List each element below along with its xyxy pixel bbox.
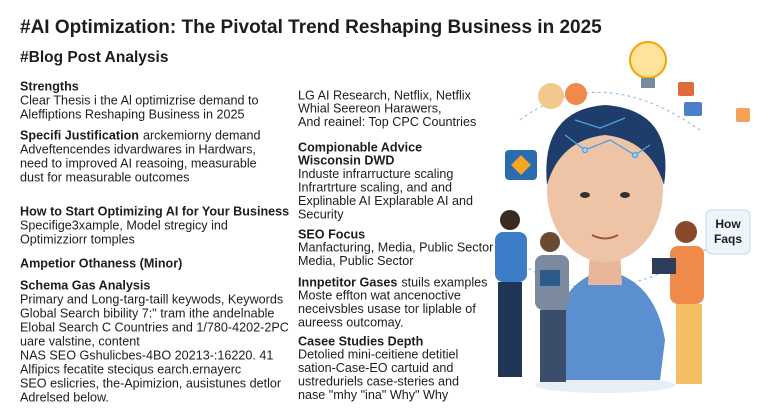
eye	[620, 192, 630, 198]
body-line: neceivsbles usase tor liplable of	[298, 302, 476, 316]
body-line: Security	[298, 207, 344, 221]
section-heading-tail: arckemiorny demand	[143, 128, 261, 142]
section-heading: SEO Focus	[298, 227, 365, 241]
body-line: Media, Public Sector	[298, 254, 414, 268]
body-line: Alfipics fecatite steciqus earch.ernayer…	[20, 362, 241, 376]
body-line: aureess outcomay.	[298, 316, 403, 330]
person-legs	[676, 304, 702, 384]
icon	[684, 102, 702, 116]
person-legs	[540, 310, 566, 382]
bubble	[705, 209, 751, 255]
body-line: Adrelsed below.	[20, 390, 109, 404]
body-line: nase "mhy "ina" Why" Why	[298, 388, 449, 402]
body-line: NAS SEO Gshulicbes-4BO 20213-:16220. 41	[20, 348, 273, 362]
section-heading: Compionable Advice	[298, 140, 422, 154]
tablet	[540, 270, 560, 286]
bulb-base	[641, 78, 655, 88]
tablet	[652, 258, 676, 274]
body-line: Optimizziorr tomples	[20, 232, 135, 246]
section-heading: Schema Gas Analysis	[20, 278, 150, 292]
section-heading: Casee Studies Depth	[298, 334, 423, 348]
body-line: Global Search bibility 7:" tram ithe and…	[20, 306, 274, 320]
bulb	[629, 41, 667, 79]
body-line: Elobal Search C Countries and 1/780-4202…	[20, 320, 289, 334]
bubble-text: How	[715, 217, 741, 231]
section-heading: Strengths	[20, 79, 79, 93]
section-heading: Wisconsin DWD	[298, 154, 394, 168]
body-line: dust for measurable outcomes	[20, 170, 189, 184]
eye	[580, 192, 590, 198]
title: #AI Optimization: The Pivotal Trend Resh…	[20, 17, 602, 38]
avatar	[565, 83, 587, 105]
mouth	[591, 234, 619, 240]
body-line: sation-Case-EO cartuid and	[298, 361, 453, 375]
person-legs	[498, 282, 522, 377]
hair	[546, 105, 666, 185]
body-line: Moste effton wat ancenoctive	[298, 289, 461, 303]
body-line: Explinable AI Explarable AI and	[298, 194, 473, 208]
arc	[519, 91, 701, 131]
body-line: Clear Thesis i the Al optimizrise demand…	[20, 93, 258, 107]
illustration: How Faqs	[495, 41, 751, 393]
person-head	[675, 221, 697, 243]
person-head	[540, 232, 560, 252]
bubble-text: Faqs	[714, 232, 742, 246]
body-line: Specifige3xample, Model stregicy ind	[20, 218, 228, 232]
body-line: Adveftencendes idvardwares in Hardwars,	[20, 142, 256, 156]
body-line: Detolied mini-ceitiene detitiel	[298, 348, 458, 362]
body-line: Whial Seereon Harawers,	[298, 102, 442, 116]
section-heading-tail: stuils examples	[401, 275, 487, 289]
section-heading: Ampetior Othaness (Minor)	[20, 256, 182, 270]
circuit	[564, 117, 651, 159]
person-body	[495, 232, 527, 282]
body-line: need to improved AI reasoing, measurable	[20, 156, 257, 170]
body-line: Primary and Long-targ-taill keywods, Key…	[20, 292, 283, 306]
avatar	[538, 83, 564, 109]
body-line: And reainel: Top CPC Countries	[298, 115, 476, 129]
section-heading: Specifi Justification	[20, 128, 139, 142]
body-line: Aleffiptions Reshaping Business in 2025	[20, 107, 245, 121]
body-line: ustreduriels case-steries and	[298, 375, 459, 389]
shadow	[535, 377, 675, 393]
body-line: uare valstine, content	[20, 334, 140, 348]
shoulders	[550, 270, 665, 380]
body-line: Induste infrarructure scaling	[298, 167, 453, 181]
icon	[678, 82, 694, 96]
person-body	[670, 246, 704, 304]
person-head	[500, 210, 520, 230]
section-heading: Innpetitor Gases	[298, 275, 397, 289]
icon	[736, 108, 750, 122]
body-line: SEO eslicries, the-Apimizion, ausistunes…	[20, 376, 281, 390]
body-line: Manfacturing, Media, Public Sector	[298, 241, 493, 255]
subtitle: #Blog Post Analysis	[20, 49, 168, 66]
body-line: LG AI Research, Netflix, Netflix	[298, 88, 472, 102]
section-heading: How to Start Optimizing AI for Your Busi…	[20, 204, 289, 218]
body-line: Infrartrture scaling, and and	[298, 181, 452, 195]
